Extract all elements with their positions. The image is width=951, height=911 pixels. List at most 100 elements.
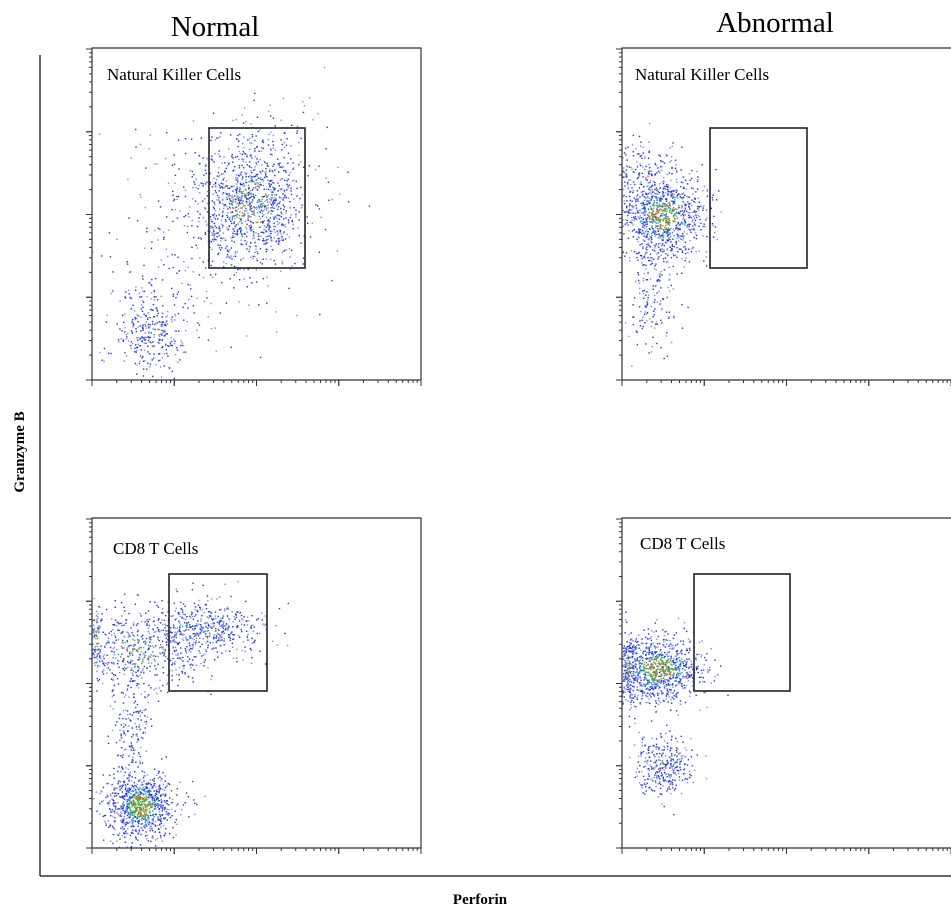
event (237, 205, 240, 207)
event (155, 631, 157, 633)
event (256, 164, 258, 166)
event (663, 234, 665, 236)
event (100, 790, 102, 792)
event (63, 646, 64, 647)
event (255, 162, 257, 164)
event (219, 609, 221, 611)
event (221, 199, 224, 201)
event (111, 650, 113, 653)
event (191, 613, 193, 616)
event (136, 800, 139, 803)
event (108, 826, 110, 828)
event (217, 253, 219, 256)
event (206, 622, 208, 624)
event (296, 314, 298, 317)
event (148, 793, 150, 795)
event (647, 238, 649, 240)
event (148, 655, 150, 658)
event (164, 780, 167, 782)
event (665, 335, 667, 337)
event (251, 213, 253, 215)
event (662, 232, 664, 235)
event (150, 638, 152, 641)
event (665, 198, 668, 201)
event (663, 244, 665, 247)
event (143, 337, 145, 340)
event (279, 215, 281, 217)
event (641, 208, 643, 210)
event (131, 810, 133, 812)
event (266, 209, 268, 211)
event (274, 196, 276, 199)
event (139, 715, 141, 717)
event (673, 209, 675, 211)
event (260, 184, 262, 186)
event (661, 248, 664, 250)
event (154, 808, 157, 810)
event (78, 663, 79, 664)
event (152, 328, 154, 330)
event (227, 187, 229, 189)
event (646, 235, 648, 237)
event (223, 156, 225, 158)
event (165, 813, 167, 815)
event (197, 635, 200, 637)
event (240, 628, 242, 631)
event (249, 148, 251, 150)
event (156, 315, 158, 317)
event (135, 810, 137, 812)
event (273, 222, 275, 225)
event (646, 243, 648, 246)
event (123, 796, 125, 798)
event (111, 783, 113, 786)
event (647, 185, 649, 187)
event (202, 638, 204, 640)
event (253, 237, 256, 239)
event (245, 181, 247, 183)
event (232, 200, 234, 203)
event (128, 656, 130, 658)
event (158, 328, 160, 331)
event (79, 603, 80, 604)
event (125, 785, 127, 788)
event (225, 256, 228, 259)
event (129, 798, 131, 801)
event (195, 178, 197, 180)
event (137, 650, 139, 653)
event (638, 174, 640, 176)
event (678, 236, 680, 239)
event (659, 227, 662, 229)
event (649, 253, 652, 255)
event (214, 225, 216, 227)
event (154, 831, 156, 833)
event (122, 822, 124, 824)
event (169, 659, 172, 662)
event (214, 233, 216, 235)
event (136, 349, 138, 351)
event (193, 312, 195, 314)
event (137, 795, 139, 797)
event (218, 190, 220, 192)
event (136, 373, 138, 375)
event (270, 239, 272, 242)
event (114, 802, 116, 804)
event (165, 322, 167, 324)
event (167, 229, 170, 231)
event (93, 798, 95, 800)
event (174, 354, 177, 356)
event (136, 346, 139, 349)
event (702, 189, 704, 192)
event (148, 796, 150, 798)
event (146, 838, 148, 840)
event (160, 835, 162, 838)
event (631, 205, 633, 207)
event (244, 171, 246, 174)
event (198, 155, 201, 157)
event (660, 300, 662, 302)
event (146, 624, 148, 626)
event (167, 355, 169, 357)
event (681, 250, 683, 252)
event (162, 788, 164, 790)
event (646, 223, 648, 225)
event (248, 181, 250, 183)
